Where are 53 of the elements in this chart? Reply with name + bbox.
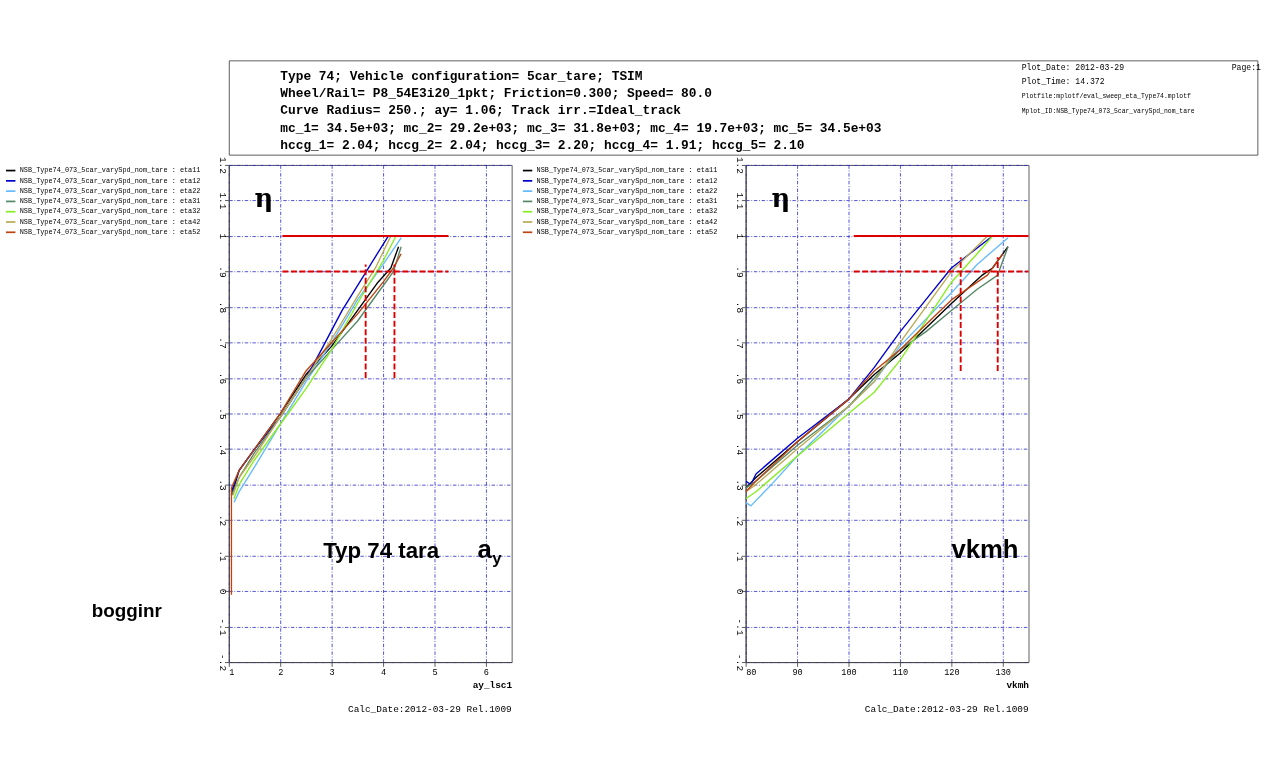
- y-tick-label: .5: [733, 408, 745, 420]
- x-tick-label: 5: [432, 668, 438, 679]
- y-tick-label: .7: [733, 337, 745, 349]
- y-tick-label: .9: [216, 266, 228, 278]
- x-tick-label: 3: [329, 668, 335, 679]
- y-tick-label: .8: [733, 301, 745, 314]
- x-tick-label: 1: [229, 668, 235, 679]
- annotation: η: [771, 183, 791, 213]
- annotation: vkmh: [951, 535, 1019, 564]
- y-tick-label: -.2: [216, 654, 228, 672]
- y-tick-label: .2: [733, 514, 745, 527]
- chart-title: Type 74; Vehicle configuration= 5car_tare; TSIM: [280, 69, 643, 85]
- y-tick-label: 0: [216, 588, 228, 595]
- y-tick-label: .8: [216, 301, 228, 314]
- y-tick-label: .3: [216, 479, 228, 492]
- y-tick-label: .4: [733, 443, 745, 456]
- x-tick-label: 130: [995, 668, 1011, 679]
- y-tick-label: .3: [733, 479, 745, 492]
- x-tick-label: 90: [792, 668, 803, 679]
- y-tick-label: -.2: [733, 654, 745, 672]
- y-tick-label: 1.2: [733, 156, 745, 174]
- y-tick-label: .2: [216, 514, 228, 527]
- x-tick-label: 80: [746, 668, 757, 679]
- x-axis-title: ay_lsc1: [472, 680, 513, 692]
- y-tick-label: .4: [216, 443, 228, 456]
- y-tick-label: 1: [733, 233, 745, 240]
- y-tick-label: .1: [216, 550, 228, 563]
- x-tick-label: 6: [483, 668, 489, 679]
- annotation: Typ 74 tara: [323, 537, 440, 563]
- y-tick-label: 1.1: [733, 192, 745, 210]
- y-tick-label: 1.1: [216, 192, 228, 210]
- text: bogginr: [91, 599, 163, 621]
- y-tick-label: -.1: [216, 618, 228, 636]
- x-tick-label: 120: [944, 668, 960, 679]
- y-tick-label: 0: [733, 588, 745, 595]
- x-tick-label: 110: [892, 668, 909, 679]
- x-tick-label: 4: [381, 668, 387, 679]
- y-tick-label: .5: [216, 408, 228, 420]
- y-tick-label: .7: [216, 337, 228, 349]
- text: Calc_Date:2012-03-29 Rel.1009: [348, 703, 512, 715]
- y-tick-label: .6: [733, 372, 745, 385]
- x-tick-label: 100: [841, 668, 857, 679]
- x-tick-label: 2: [278, 668, 284, 679]
- y-tick-label: 1: [216, 233, 228, 240]
- y-tick-label: .6: [216, 372, 228, 385]
- y-tick-label: -.1: [733, 618, 745, 636]
- x-axis-title: vkmh: [1006, 680, 1030, 692]
- y-tick-label: .9: [733, 266, 745, 278]
- y-tick-label: .1: [733, 550, 745, 563]
- y-tick-label: 1.2: [216, 156, 228, 174]
- annotation: η: [254, 183, 274, 213]
- text: Wheel/Rail= P8_54E3i20_1pkt; Friction=0.300; Speed= 80.0 Curve Radius= 250.; ay= 1.06; Track irr.=Ideal_track mc_1= 34.5e+03; mc_2= 29.2e+03; mc_3= 31.8e+03; mc_4= 19.7e+03; mc_5= 34.5e+03 hccg_1= 2.04; hccg_2= 2.04; hccg_3= 2.20; hccg_4= 1.91; hccg_5= 2.10: [280, 86, 882, 153]
- text: Calc_Date:2012-03-29 Rel.1009: [864, 703, 1029, 715]
